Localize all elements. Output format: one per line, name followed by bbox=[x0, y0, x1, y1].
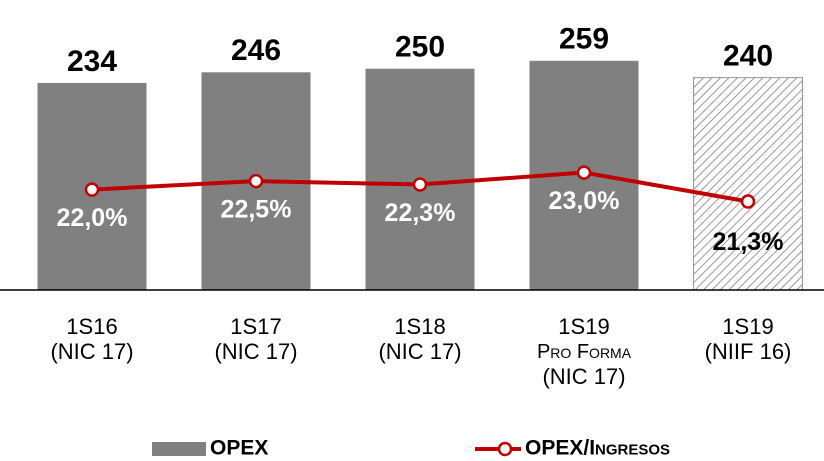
line-point bbox=[740, 194, 756, 209]
line-point bbox=[576, 165, 592, 180]
x-tick-label: 1S16 (NIC 17) bbox=[50, 314, 133, 364]
legend-swatch bbox=[152, 442, 206, 456]
x-tick-label: 1S18 (NIC 17) bbox=[378, 314, 461, 364]
line-value-label: 22,0% bbox=[57, 204, 128, 232]
line-value-label: 22,5% bbox=[221, 196, 292, 224]
bar-value-label: 246 bbox=[231, 34, 281, 67]
x-tick-label: 1S17 (NIC 17) bbox=[214, 314, 297, 364]
x-tick-label: 1S19 Pro Forma (NIC 17) bbox=[537, 314, 632, 389]
bar-value-label: 250 bbox=[395, 31, 445, 64]
x-tick-label: 1S19 (NIIF 16) bbox=[705, 314, 792, 364]
legend-marker bbox=[497, 441, 513, 457]
line-value-label: 23,0% bbox=[549, 187, 620, 215]
bar bbox=[693, 77, 803, 291]
line-point bbox=[84, 182, 100, 197]
line-point bbox=[248, 173, 264, 189]
line-value-label: 21,3% bbox=[713, 228, 784, 256]
bar-value-label: 234 bbox=[67, 45, 117, 78]
line-value-label: 22,3% bbox=[385, 199, 456, 227]
line-point bbox=[412, 177, 428, 192]
bar-value-label: 259 bbox=[559, 23, 609, 56]
bar-value-label: 240 bbox=[723, 40, 773, 73]
legend-label: OPEX/Ingresos bbox=[525, 437, 670, 460]
legend-label: OPEX bbox=[210, 437, 268, 460]
